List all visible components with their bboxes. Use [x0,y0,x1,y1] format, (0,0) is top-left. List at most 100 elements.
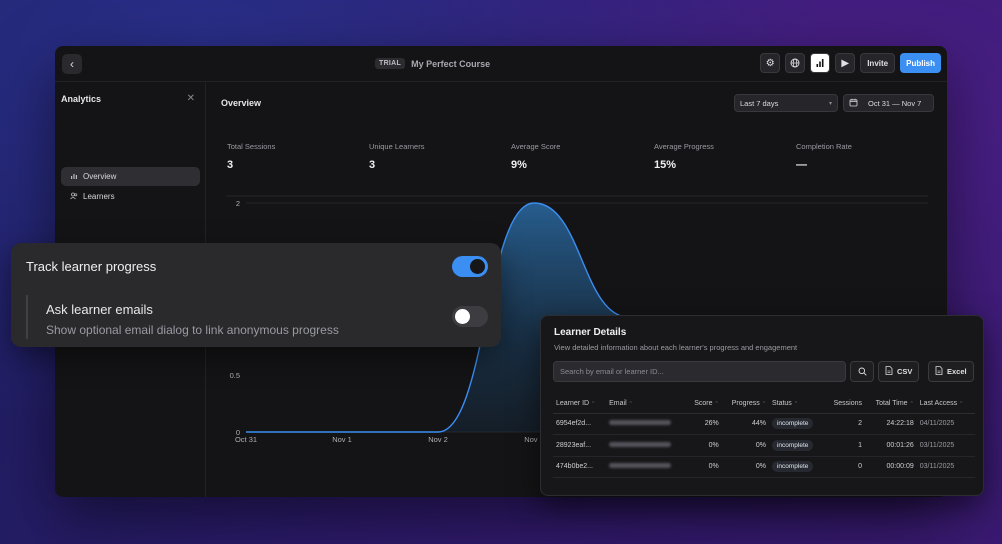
close-icon[interactable]: ✕ [186,93,195,104]
learner-id-cell: 28923eaf... [553,434,607,457]
file-icon [935,366,943,377]
chevron-left-icon: ‹ [70,57,74,71]
learner-details-card: Learner Details View detailed informatio… [540,315,984,496]
settings-button[interactable]: ⚙ [760,53,781,73]
sidebar-item-learners[interactable]: Learners [61,187,200,206]
learner-id-cell: 474b0be2... [553,456,607,478]
sessions-cell: 0 [824,456,865,478]
status-cell: incomplete [768,456,825,478]
status-badge: incomplete [771,461,814,473]
file-icon [885,366,893,377]
status-cell: incomplete [768,434,825,457]
stat-label: Total Sessions [227,142,276,151]
language-button[interactable] [785,53,806,73]
stat-value: 15% [654,159,677,171]
toolbar: ⚙ ▶ Invite Publish [760,53,941,73]
publish-button[interactable]: Publish [900,53,941,73]
range-select-value: Last 7 days [740,98,779,108]
learner-search-input[interactable] [553,361,846,382]
email-cell [606,456,686,478]
table-row[interactable]: 28923eaf... 0% 0% incomplete 1 00:01:26 … [553,434,975,457]
ask-emails-description: Show optional email dialog to link anony… [46,323,339,337]
stat-label: Average Progress [654,142,714,151]
analytics-button[interactable] [810,53,831,73]
sessions-cell: 2 [824,413,865,435]
play-icon: ▶ [841,57,850,69]
calendar-icon [849,98,858,109]
globe-icon [790,58,800,68]
export-excel-button[interactable]: Excel [928,361,974,382]
redacted-email [609,463,672,469]
toggle-knob [455,309,470,324]
ask-emails-label: Ask learner emails [46,302,153,317]
learner-details-title: Learner Details [554,327,627,338]
page-title: Overview [221,98,262,108]
range-select[interactable]: Last 7 days ▾ [734,94,838,112]
search-icon [858,367,867,376]
export-csv-button[interactable]: CSV [878,361,920,382]
toggle-knob [470,259,485,274]
preview-button[interactable]: ▶ [835,53,856,73]
stat-value: 9% [511,159,527,171]
stat-label: Average Score [511,142,561,151]
search-button[interactable] [850,361,874,382]
status-badge: incomplete [771,418,814,430]
excel-label: Excel [947,367,967,376]
stat-completion-rate: Completion Rate — [796,142,852,171]
stat-value: 3 [227,159,234,171]
table-header-row: Learner ID ⌃ Email ⌃ Score ⌃ Progress ⌃ Stat… [553,395,975,414]
back-button[interactable]: ‹ [62,54,82,74]
stat-average-progress: Average Progress 15% [654,142,714,171]
total-time-cell: 00:00:09 [865,456,917,478]
track-progress-toggle[interactable] [452,256,488,277]
ask-emails-toggle[interactable] [452,306,488,327]
status-badge: incomplete [771,439,814,451]
column-header-progress[interactable]: Progress ⌃ [721,395,769,414]
course-title[interactable]: My Perfect Course [411,58,491,69]
progress-cell: 0% [721,456,769,478]
bar-chart-icon [70,172,78,182]
email-cell [606,413,686,435]
last-access-cell: 03/11/2025 [916,456,975,478]
invite-button[interactable]: Invite [860,53,896,73]
total-time-cell: 00:01:26 [865,434,917,457]
sidebar-item-label: Overview [83,172,117,181]
last-access-cell: 04/11/2025 [916,413,975,435]
table-row[interactable]: 6954ef2d... 26% 44% incomplete 2 24:22:1… [553,413,975,435]
learner-details-subtitle: View detailed information about each lea… [554,343,798,352]
learner-table: Learner ID ⌃ Email ⌃ Score ⌃ Progress ⌃ Stat… [553,395,975,478]
column-header-email[interactable]: Email ⌃ [606,395,686,414]
status-cell: incomplete [768,413,825,435]
progress-cell: 44% [721,413,769,435]
top-bar: ‹ TRIAL My Perfect Course ⚙ ▶ Invite Pub… [55,46,947,82]
chevron-down-icon: ▾ [828,100,832,107]
csv-label: CSV [897,367,913,376]
learner-id-cell: 6954ef2d... [553,413,607,435]
table-row[interactable]: 474b0be2... 0% 0% incomplete 0 00:00:09 … [553,456,975,478]
bar-chart-icon [816,59,824,67]
tracking-settings-card: Track learner progress Ask learner email… [11,243,501,347]
gear-icon: ⚙ [765,57,775,69]
column-header-learner-id[interactable]: Learner ID ⌃ [553,395,607,414]
sidebar-title: Analytics [61,94,102,104]
column-header-score[interactable]: Score ⌃ [685,395,722,414]
date-range-label: Oct 31 — Nov 7 [868,98,922,108]
score-cell: 26% [685,413,722,435]
score-cell: 0% [685,456,722,478]
sidebar-item-overview[interactable]: Overview [61,167,200,186]
course-title-group: TRIAL My Perfect Course [375,58,490,69]
column-header-last-access[interactable]: Last Access ⌃ [916,395,975,414]
column-header-total-time[interactable]: Total Time ⌃ [865,395,917,414]
stat-value: 3 [369,159,376,171]
redacted-email [609,441,672,447]
divider [26,295,28,339]
column-header-sessions[interactable]: Sessions [824,395,865,414]
progress-cell: 0% [721,434,769,457]
column-header-status[interactable]: Status ⌃ [768,395,825,414]
users-icon [70,192,78,202]
sessions-cell: 1 [824,434,865,457]
stat-unique-learners: Unique Learners 3 [369,142,424,171]
date-range-picker[interactable]: Oct 31 — Nov 7 [843,94,934,112]
total-time-cell: 24:22:18 [865,413,917,435]
stat-average-score: Average Score 9% [511,142,560,171]
